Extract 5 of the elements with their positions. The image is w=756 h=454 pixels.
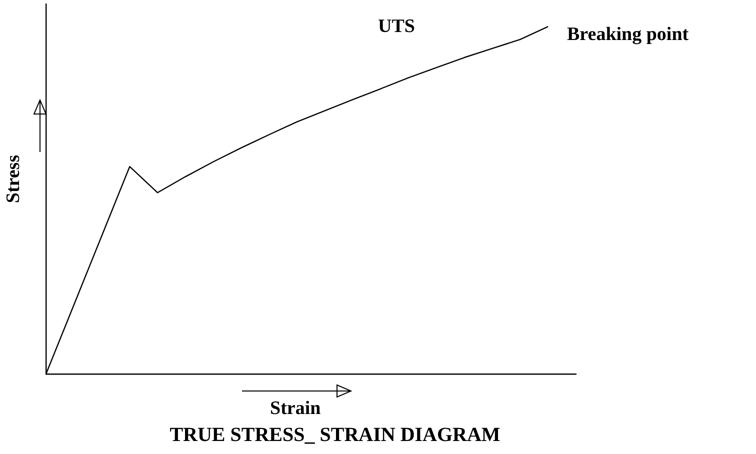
text: TRUE STRESS_ STRAIN DIAGRAM — [168, 424, 502, 447]
y-axis-title: Stress — [3, 154, 26, 204]
annotation: Breaking point — [567, 24, 689, 46]
annotation: UTS — [378, 16, 415, 38]
x-axis-title: Strain — [270, 398, 321, 420]
